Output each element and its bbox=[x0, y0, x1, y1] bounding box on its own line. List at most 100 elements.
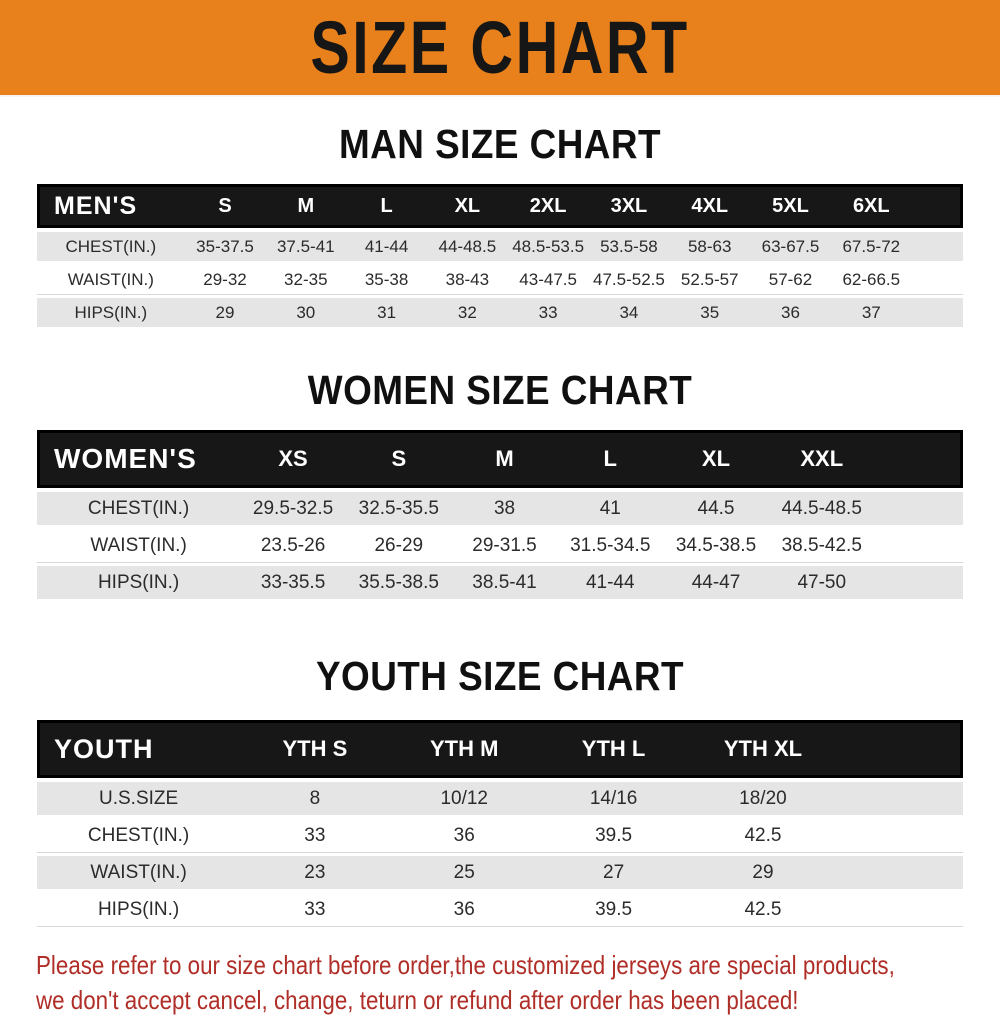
women-size-table: WOMEN'S XS S M L XL XXL CHEST(IN.) 29.5-32.5 32.5… bbox=[37, 426, 963, 603]
size-column-header: L bbox=[346, 184, 427, 228]
row-filler-cell bbox=[874, 492, 963, 525]
size-value-cell: 52.5-57 bbox=[669, 265, 751, 294]
size-value-cell: 48.5-53.5 bbox=[507, 232, 589, 261]
header-filler-cell bbox=[837, 720, 963, 778]
size-value-cell: 53.5-58 bbox=[588, 232, 670, 261]
table-row: CHEST(IN.) 29.5-32.5 32.5-35.5 38 41 44.5 44.5… bbox=[37, 492, 963, 525]
size-value-cell: 41 bbox=[557, 492, 664, 525]
size-value-cell: 10/12 bbox=[389, 782, 539, 815]
table-row: HIPS(IN.) 33-35.5 35.5-38.5 38.5-41 41-44 44-… bbox=[37, 566, 963, 599]
size-value-cell: 26-29 bbox=[345, 529, 452, 562]
table-row: HIPS(IN.) 33 36 39.5 42.5 bbox=[37, 893, 963, 926]
size-value-cell: 29-32 bbox=[184, 265, 266, 294]
row-filler-cell bbox=[837, 782, 963, 815]
size-value-cell: 41-44 bbox=[346, 232, 427, 261]
size-column-header: 3XL bbox=[588, 184, 670, 228]
size-value-cell: 34 bbox=[588, 298, 670, 327]
size-value-cell: 36 bbox=[389, 819, 539, 852]
size-value-cell: 58-63 bbox=[669, 232, 751, 261]
footer-note: Please refer to our size chart before or… bbox=[0, 930, 1000, 1018]
size-value-cell: 38 bbox=[451, 492, 558, 525]
size-column-header: XL bbox=[663, 430, 769, 488]
table-row: U.S.SIZE 8 10/12 14/16 18/20 bbox=[37, 782, 963, 815]
table-group-label: YOUTH bbox=[37, 720, 241, 778]
size-value-cell: 44.5-48.5 bbox=[768, 492, 875, 525]
size-value-cell: 37.5-41 bbox=[265, 232, 347, 261]
row-label: WAIST(IN.) bbox=[37, 529, 241, 562]
row-filler-cell bbox=[837, 893, 963, 926]
size-column-header: S bbox=[345, 430, 452, 488]
header-filler-cell bbox=[874, 430, 963, 488]
table-header-row: MEN'S S M L XL 2XL 3XL 4XL 5XL 6XL bbox=[37, 184, 963, 228]
size-value-cell: 35-37.5 bbox=[184, 232, 266, 261]
size-value-cell: 35 bbox=[669, 298, 751, 327]
size-value-cell: 44-48.5 bbox=[426, 232, 508, 261]
men-size-table: MEN'S S M L XL 2XL 3XL 4XL 5XL 6XL CHEST(IN.) 35-37… bbox=[37, 180, 963, 331]
size-value-cell: 14/16 bbox=[538, 782, 689, 815]
size-value-cell: 32 bbox=[426, 298, 508, 327]
row-filler-cell bbox=[911, 232, 963, 261]
women-section-heading: WOMEN SIZE CHART bbox=[307, 367, 693, 413]
size-value-cell: 29.5-32.5 bbox=[240, 492, 346, 525]
table-row: WAIST(IN.) 23.5-26 26-29 29-31.5 31.5-34.5 34… bbox=[37, 529, 963, 562]
size-value-cell: 36 bbox=[750, 298, 831, 327]
content: MAN SIZE CHART MEN'S S M L XL 2XL 3XL 4XL 5XL 6XL… bbox=[0, 121, 1000, 930]
row-filler-cell bbox=[911, 265, 963, 294]
men-section-heading: MAN SIZE CHART bbox=[338, 121, 661, 167]
size-value-cell: 39.5 bbox=[538, 819, 689, 852]
size-value-cell: 18/20 bbox=[688, 782, 838, 815]
size-column-header: 4XL bbox=[669, 184, 751, 228]
table-header-row: YOUTH YTH S YTH M YTH L YTH XL bbox=[37, 720, 963, 778]
size-column-header: M bbox=[451, 430, 558, 488]
row-label: CHEST(IN.) bbox=[37, 819, 241, 852]
size-value-cell: 29-31.5 bbox=[451, 529, 558, 562]
size-column-header: XXL bbox=[768, 430, 875, 488]
table-header-row: WOMEN'S XS S M L XL XXL bbox=[37, 430, 963, 488]
row-label: CHEST(IN.) bbox=[37, 232, 185, 261]
size-value-cell: 36 bbox=[389, 893, 539, 926]
row-label: CHEST(IN.) bbox=[37, 492, 241, 525]
row-label: U.S.SIZE bbox=[37, 782, 241, 815]
size-column-header: 5XL bbox=[750, 184, 831, 228]
size-value-cell: 32-35 bbox=[265, 265, 347, 294]
footer-note-line-1: Please refer to our size chart before or… bbox=[36, 950, 895, 980]
table-row: CHEST(IN.) 35-37.5 37.5-41 41-44 44-48.5 48.5… bbox=[37, 232, 963, 261]
size-value-cell: 41-44 bbox=[557, 566, 664, 599]
table-group-label: MEN'S bbox=[37, 184, 185, 228]
size-column-header: M bbox=[265, 184, 347, 228]
size-value-cell: 33 bbox=[240, 819, 390, 852]
size-value-cell: 38.5-41 bbox=[451, 566, 558, 599]
size-value-cell: 57-62 bbox=[750, 265, 831, 294]
size-value-cell: 42.5 bbox=[688, 819, 838, 852]
size-column-header: 2XL bbox=[507, 184, 589, 228]
size-value-cell: 32.5-35.5 bbox=[345, 492, 452, 525]
size-value-cell: 8 bbox=[240, 782, 390, 815]
table-row: CHEST(IN.) 33 36 39.5 42.5 bbox=[37, 819, 963, 852]
row-label: HIPS(IN.) bbox=[37, 893, 241, 926]
size-value-cell: 29 bbox=[688, 856, 838, 889]
size-value-cell: 29 bbox=[184, 298, 266, 327]
row-label: HIPS(IN.) bbox=[37, 298, 185, 327]
header-filler-cell bbox=[911, 184, 963, 228]
section-women: WOMEN SIZE CHART WOMEN'S XS S M L XL XXL CHEST(… bbox=[0, 367, 1000, 603]
size-column-header: 6XL bbox=[830, 184, 912, 228]
size-value-cell: 47-50 bbox=[768, 566, 875, 599]
size-column-header: YTH M bbox=[389, 720, 539, 778]
footer-note-line-2: we don't accept cancel, change, teturn o… bbox=[36, 985, 799, 1016]
page-title: SIZE CHART bbox=[310, 6, 690, 89]
size-column-header: L bbox=[557, 430, 664, 488]
size-value-cell: 33-35.5 bbox=[240, 566, 346, 599]
size-value-cell: 33 bbox=[240, 893, 390, 926]
section-youth: YOUTH SIZE CHART YOUTH YTH S YTH M YTH L YTH… bbox=[0, 653, 1000, 930]
size-value-cell: 23 bbox=[240, 856, 390, 889]
size-column-header: YTH S bbox=[240, 720, 390, 778]
size-value-cell: 31.5-34.5 bbox=[557, 529, 664, 562]
size-value-cell: 42.5 bbox=[688, 893, 838, 926]
size-column-header: YTH XL bbox=[688, 720, 838, 778]
size-value-cell: 62-66.5 bbox=[830, 265, 912, 294]
size-value-cell: 35-38 bbox=[346, 265, 427, 294]
table-row: WAIST(IN.) 23 25 27 29 bbox=[37, 856, 963, 889]
row-label: WAIST(IN.) bbox=[37, 265, 185, 294]
row-label: WAIST(IN.) bbox=[37, 856, 241, 889]
